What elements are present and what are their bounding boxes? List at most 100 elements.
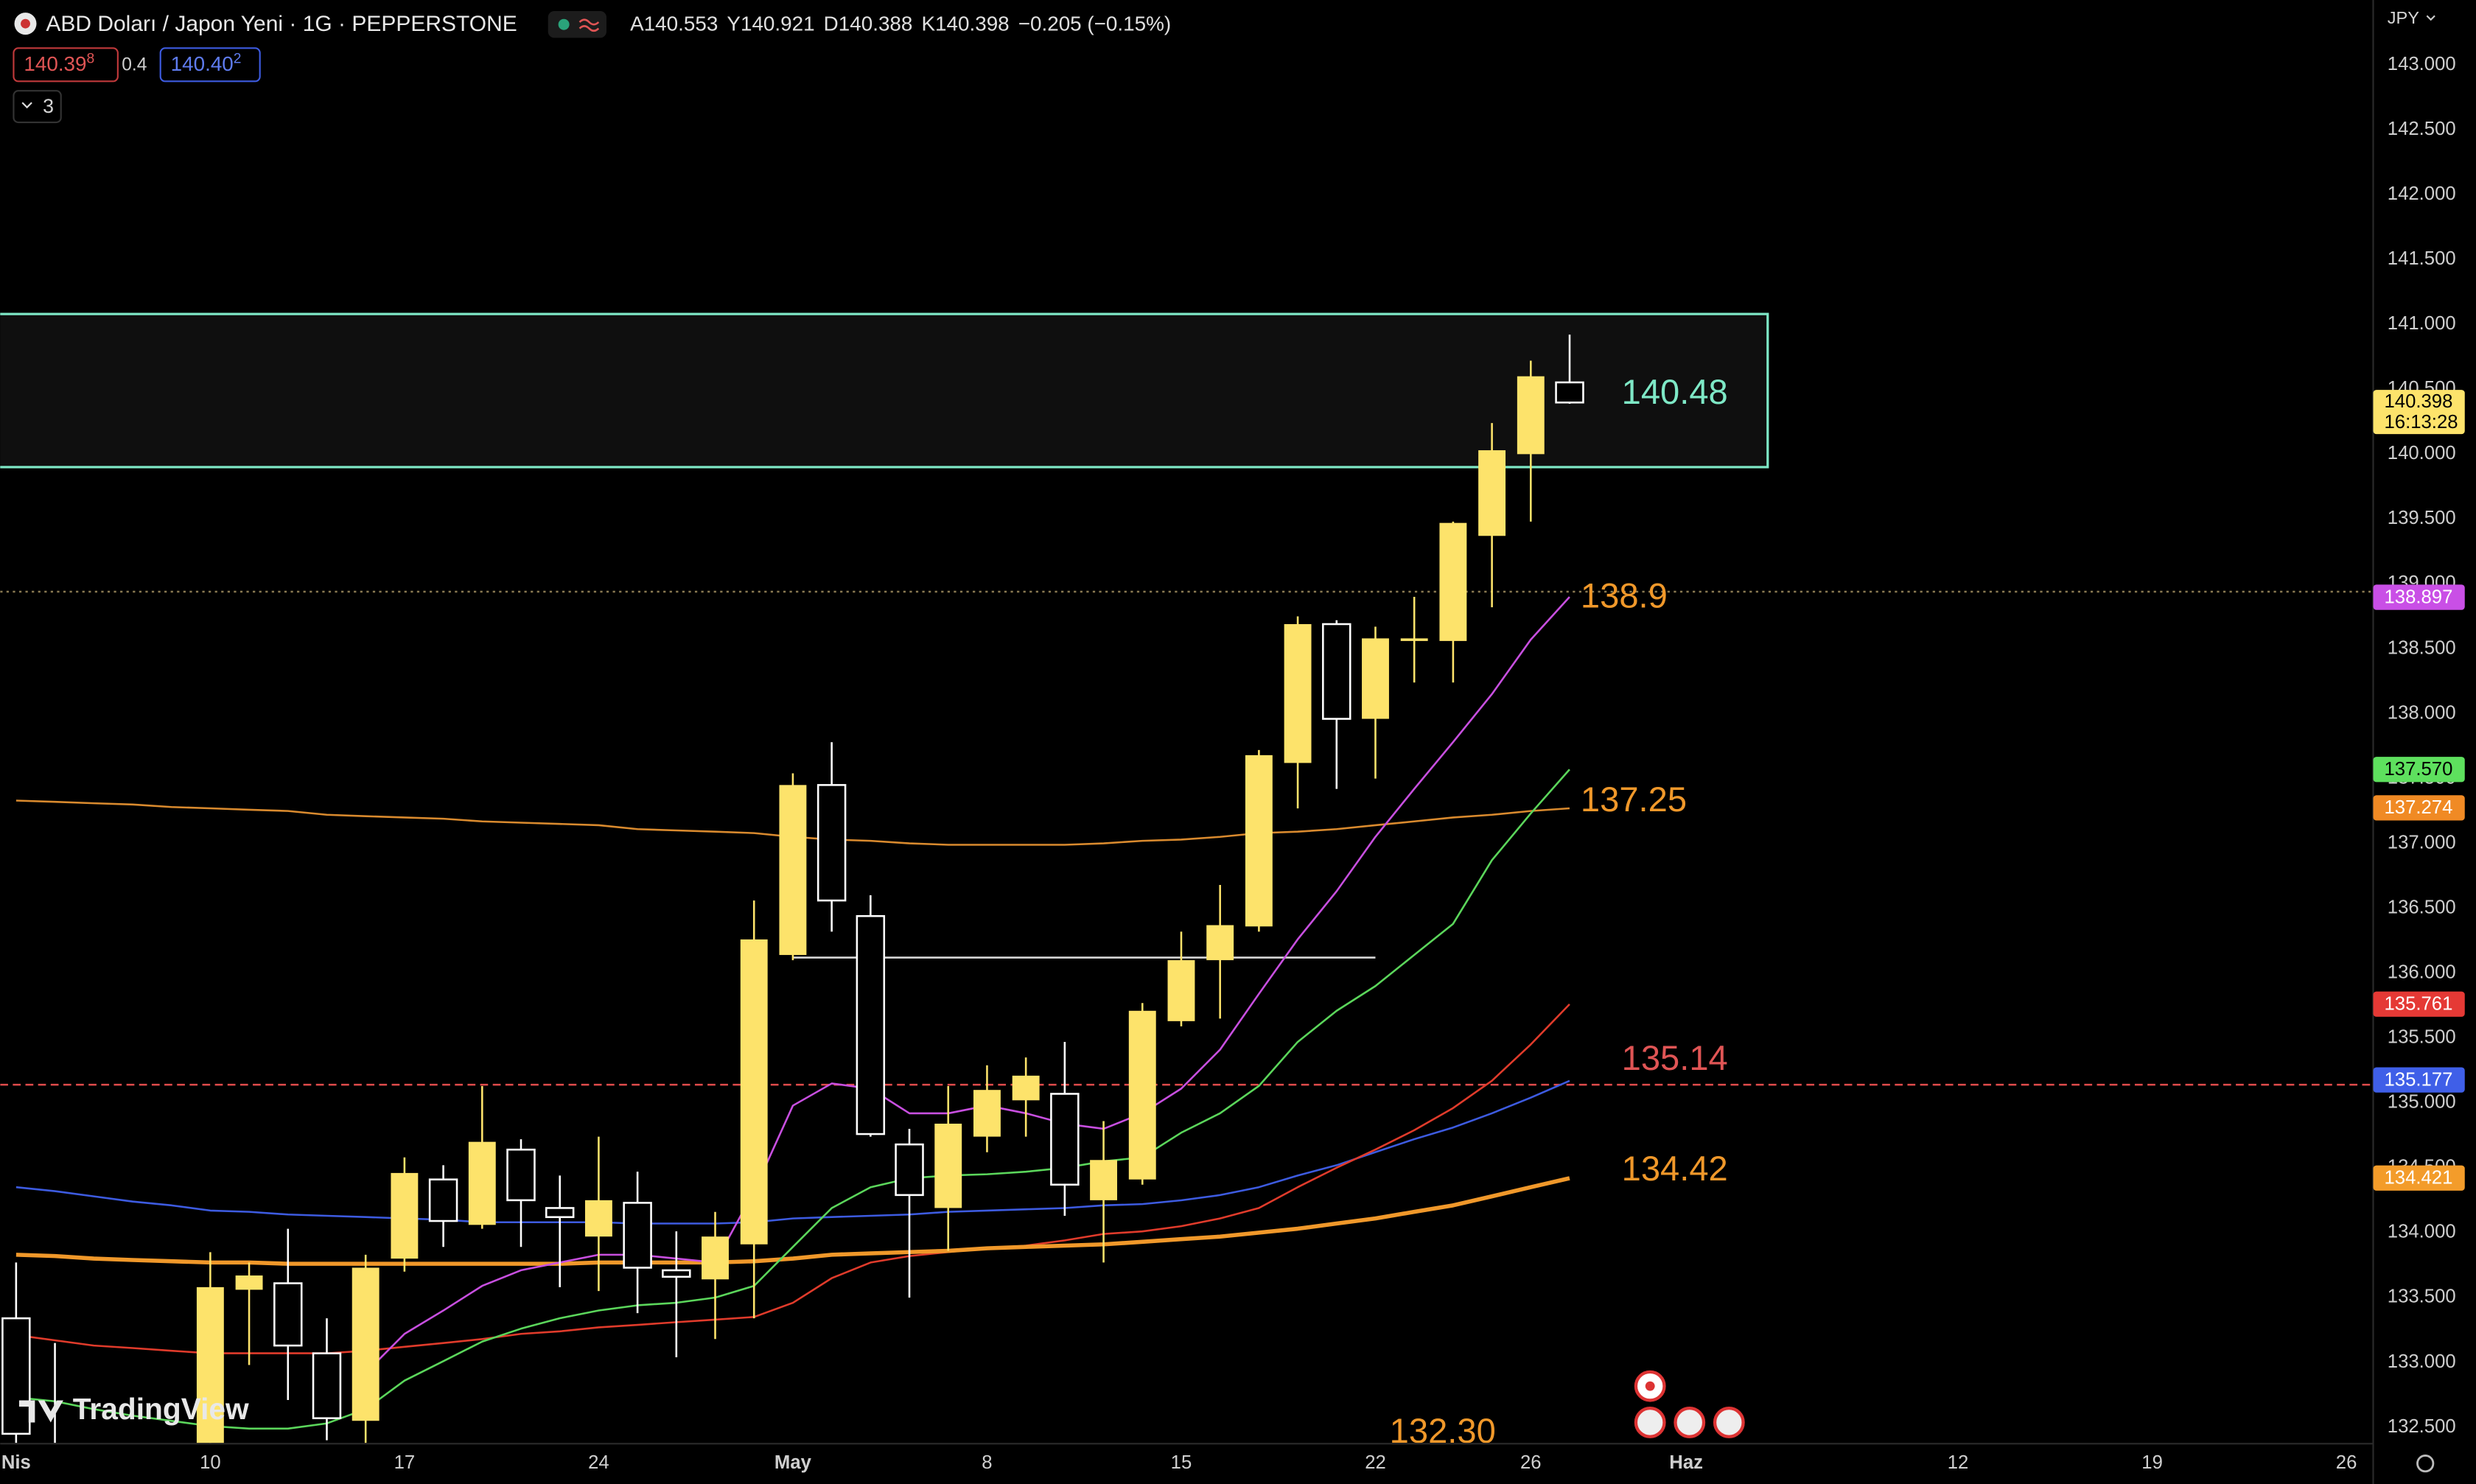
- candle-body: [312, 1352, 342, 1420]
- candle-body: [662, 1269, 691, 1278]
- candle-body: [934, 1123, 962, 1208]
- y-tick-label: 141.000: [2388, 313, 2456, 334]
- symbol-title[interactable]: ABD Doları / Japon Yeni · 1G · PEPPERSTO…: [46, 12, 517, 36]
- moving-average-line: [15, 1176, 1570, 1266]
- candle-body: [740, 939, 768, 1245]
- candle-body: [273, 1282, 303, 1347]
- x-tick-label: 19: [2141, 1452, 2163, 1473]
- watermark-logo: [18, 1400, 63, 1423]
- candle-body: [235, 1275, 263, 1290]
- price-tag-label: 137.570: [2384, 759, 2452, 780]
- candle-body: [856, 914, 886, 1135]
- ohlc-value: 140.398: [935, 13, 1010, 35]
- moving-average-line: [15, 769, 1570, 1430]
- candle-body: [702, 1236, 729, 1280]
- price-tag: [2373, 584, 2465, 610]
- y-tick-label: 132.500: [2388, 1416, 2456, 1437]
- event-icon[interactable]: [1634, 1407, 1666, 1438]
- bid-pip: 8: [87, 51, 95, 66]
- currency[interactable]: JPY: [2388, 8, 2419, 27]
- ohlc-key: D: [824, 13, 839, 35]
- candle-body: [1, 1317, 31, 1435]
- buy-price[interactable]: 140.402: [171, 51, 242, 75]
- event-icon-dot: [1645, 1381, 1655, 1391]
- price-tag-label: 137.274: [2384, 797, 2452, 818]
- candle-body: [1206, 925, 1234, 961]
- chevron: [21, 102, 32, 109]
- candle-body: [468, 1141, 496, 1225]
- moving-average-line: [15, 1079, 1570, 1225]
- status-dot: [558, 18, 570, 30]
- candle-body: [1439, 522, 1467, 641]
- ask-pip: 2: [234, 51, 242, 66]
- annotation: 138.9: [1581, 575, 1668, 615]
- candle-body: [1090, 1160, 1118, 1200]
- y-tick-label: 133.500: [2388, 1287, 2456, 1307]
- x-tick-label: 15: [1171, 1452, 1192, 1473]
- x-tick-label: 26: [2336, 1452, 2357, 1473]
- candle-body: [196, 1287, 224, 1443]
- buy-button[interactable]: [159, 47, 261, 83]
- price-tag: [2373, 1067, 2465, 1093]
- y-tick-label: 138.500: [2388, 637, 2456, 658]
- x-tick-label: Haz: [1669, 1452, 1703, 1473]
- candle-body: [1362, 638, 1389, 719]
- x-tick-label: 26: [1520, 1452, 1542, 1473]
- y-tick-label: 135.500: [2388, 1027, 2456, 1048]
- ohlc-key: Y: [727, 13, 741, 35]
- watermark: TradingView: [18, 1392, 249, 1426]
- candle-body: [352, 1267, 380, 1421]
- indicators-toggle[interactable]: [13, 90, 62, 124]
- candle-body: [973, 1090, 1001, 1137]
- candle-body: [1322, 623, 1351, 720]
- event-icons[interactable]: [1634, 1370, 1745, 1438]
- candle-body: [1478, 450, 1506, 536]
- x-tick-label: 17: [394, 1452, 416, 1473]
- x-tick-label: 8: [982, 1452, 992, 1473]
- price-axis-bg[interactable]: [2373, 0, 2476, 1484]
- last-price-label: 140.398: [2384, 391, 2452, 412]
- settings-icon[interactable]: [2416, 1455, 2435, 1473]
- spread: 0.4: [122, 55, 147, 74]
- sell-button[interactable]: [13, 47, 119, 83]
- annotation: 134.42: [1622, 1149, 1728, 1188]
- watermark-text: TradingView: [73, 1392, 249, 1426]
- x-tick-label: 12: [1948, 1452, 1969, 1473]
- y-tick-label: 137.000: [2388, 832, 2456, 853]
- currency-chevron: [2426, 15, 2435, 21]
- y-tick-label: 142.000: [2388, 183, 2456, 204]
- price-tag: [2373, 1165, 2465, 1191]
- candle-body: [1555, 381, 1584, 404]
- indicator-count[interactable]: 3: [43, 95, 54, 117]
- candle-body: [779, 785, 807, 956]
- price-tag-label: 135.761: [2384, 994, 2452, 1015]
- event-icon[interactable]: [1713, 1407, 1745, 1438]
- candle-body: [895, 1143, 924, 1197]
- price-tag-label: 134.421: [2384, 1168, 2452, 1189]
- candle-body: [1050, 1093, 1080, 1186]
- ohlc-key: A: [630, 13, 644, 35]
- event-icon[interactable]: [1674, 1407, 1706, 1438]
- status-icon: [578, 18, 600, 32]
- annotation: 132.30: [1390, 1411, 1496, 1450]
- candle-body: [623, 1202, 652, 1269]
- price-tag: [2373, 757, 2465, 783]
- ohlc-value: 140.553: [644, 13, 718, 35]
- candle-body: [428, 1178, 458, 1222]
- ohlc-value: 140.388: [839, 13, 913, 35]
- candle-body: [1128, 1010, 1156, 1180]
- price-tags: 138.897 137.570 137.274 135.761 135.177 134.4…: [2373, 390, 2465, 1191]
- status-badge[interactable]: [548, 10, 606, 38]
- sell-price[interactable]: 140.398: [24, 51, 94, 75]
- x-tick-label: 10: [200, 1452, 221, 1473]
- candle-body: [1167, 960, 1195, 1021]
- x-tick-label: 22: [1365, 1452, 1386, 1473]
- candle-body: [1245, 755, 1273, 927]
- candle-body: [391, 1172, 419, 1259]
- y-tick-label: 143.000: [2388, 54, 2456, 74]
- y-tick-label: 134.000: [2388, 1222, 2456, 1242]
- candle-body: [584, 1200, 612, 1237]
- y-tick-label: 136.500: [2388, 897, 2456, 917]
